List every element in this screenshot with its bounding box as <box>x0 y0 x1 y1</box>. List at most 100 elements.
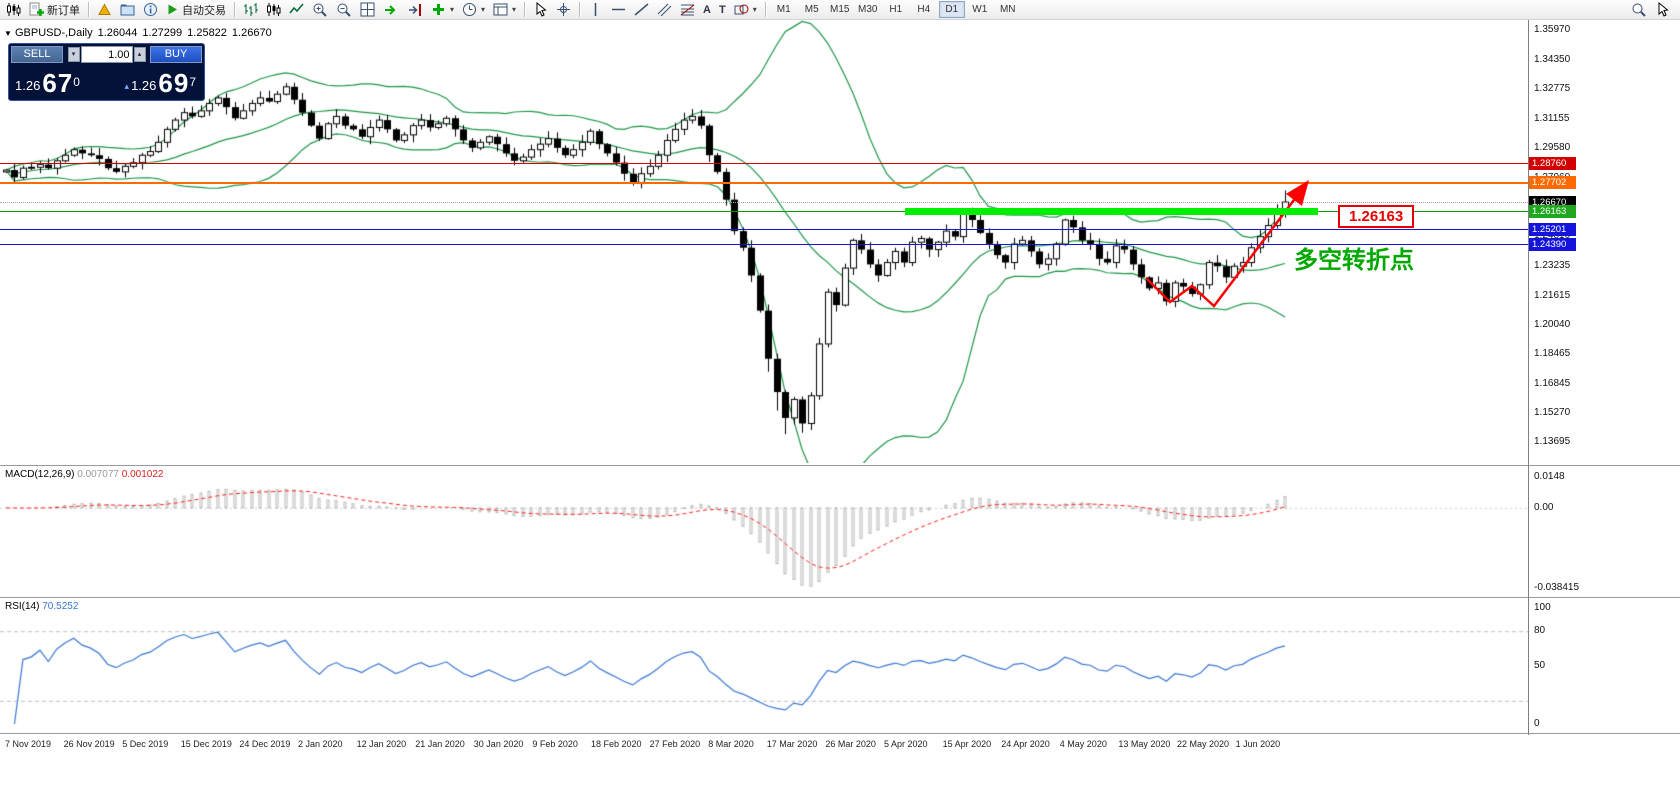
buy-button[interactable]: BUY <box>150 46 202 63</box>
date-axis-label: 8 Mar 2020 <box>708 739 754 749</box>
price-axis-label: 1.16845 <box>1534 377 1571 389</box>
price-level-line[interactable] <box>0 162 1528 164</box>
lot-size-input[interactable] <box>80 46 133 63</box>
tile-windows-icon[interactable] <box>356 1 379 19</box>
date-axis-label: 22 May 2020 <box>1177 739 1230 749</box>
shapes-button[interactable]: ▾ <box>730 1 761 19</box>
date-axis-label: 26 Mar 2020 <box>825 739 876 749</box>
timeframe-button-h4[interactable]: H4 <box>911 1 937 18</box>
auto-scroll-icon[interactable] <box>379 1 403 19</box>
date-axis-label: 24 Dec 2019 <box>239 739 291 749</box>
new-order-button[interactable]: 新订单 <box>25 1 84 19</box>
timeframe-button-m5[interactable]: M5 <box>799 1 825 18</box>
cursor-icon[interactable] <box>529 1 552 19</box>
equidistant-channel-icon[interactable] <box>653 1 676 19</box>
indicators-button[interactable]: ▾ <box>427 1 458 19</box>
timeframe-button-d1[interactable]: D1 <box>938 1 965 18</box>
turning-point-annotation[interactable]: 多空转折点 <box>1294 248 1414 274</box>
price-level-line[interactable] <box>0 202 1528 204</box>
timeframe-button-m30[interactable]: M30 <box>855 1 881 18</box>
support-band[interactable] <box>905 207 1318 215</box>
toolbar-separator <box>764 2 766 17</box>
macd-axis-label: -0.038415 <box>1534 582 1580 593</box>
panel-separator[interactable] <box>0 597 1680 598</box>
expert-advisors-icon[interactable] <box>93 1 116 19</box>
price-level-line[interactable] <box>0 243 1528 245</box>
price-axis-label: 1.24810 <box>1534 230 1571 242</box>
templates-button[interactable]: ▾ <box>489 1 520 19</box>
timeframe-button-h1[interactable]: H1 <box>883 1 909 18</box>
autotrading-button[interactable]: 自动交易 <box>162 1 230 19</box>
macd-chart-canvas[interactable] <box>0 468 1528 595</box>
price-axis-label: 1.29580 <box>1534 142 1571 154</box>
price-tag[interactable]: 1.27702 <box>1529 176 1576 190</box>
bar-chart-icon[interactable] <box>239 1 262 19</box>
vertical-line-icon[interactable] <box>584 1 607 19</box>
dropdown-caret-icon: ▾ <box>481 5 486 14</box>
horizontal-line-icon[interactable] <box>607 1 630 19</box>
date-axis-label: 21 Jan 2020 <box>415 739 465 749</box>
sell-button[interactable]: SELL <box>11 46 63 63</box>
price-tag[interactable]: 1.25201 <box>1529 222 1576 236</box>
macd-axis-label: 0.00 <box>1534 501 1554 513</box>
rsi-chart-canvas[interactable] <box>0 600 1528 731</box>
price-axis-label: 1.34350 <box>1534 53 1571 65</box>
zoom-out-icon[interactable] <box>332 1 356 19</box>
panel-separator[interactable] <box>0 733 1680 734</box>
date-axis-label: 27 Feb 2020 <box>649 739 701 749</box>
panel-separator[interactable] <box>0 465 1680 466</box>
profiles-icon[interactable] <box>116 1 139 19</box>
lot-control: ▾ ▴ <box>65 46 148 63</box>
chart-window-icon[interactable] <box>2 1 25 19</box>
lot-decrease-button[interactable]: ▾ <box>67 47 80 62</box>
sell-price-pips: 67 <box>42 68 74 98</box>
trendline-icon[interactable] <box>630 1 653 19</box>
price-axis-label: 1.20040 <box>1534 318 1571 330</box>
chart-shift-icon[interactable] <box>403 1 427 19</box>
price-level-line[interactable] <box>0 210 1528 212</box>
one-click-toggle[interactable]: ▼ <box>4 29 12 38</box>
symbol-info: GBPUSD-,Daily 1.26044 1.27299 1.25822 1.2667… <box>15 27 277 39</box>
price-tag[interactable]: 1.24390 <box>1529 237 1576 251</box>
lot-increase-button[interactable]: ▴ <box>133 47 146 62</box>
buy-price-big: 1.26 <box>131 78 157 93</box>
candlestick-chart-icon[interactable] <box>262 1 285 19</box>
price-level-line[interactable] <box>0 228 1528 230</box>
dropdown-caret-icon: ▾ <box>450 5 455 14</box>
date-axis-label: 1 Jun 2020 <box>1235 739 1281 749</box>
crosshair-icon[interactable] <box>552 1 575 19</box>
timeframe-button-m1[interactable]: M1 <box>771 1 797 18</box>
open-value: 1.26044 <box>97 27 138 39</box>
date-axis-label: 18 Feb 2020 <box>591 739 642 749</box>
pointer-icon[interactable] <box>1651 1 1674 19</box>
timeframe-button-mn[interactable]: MN <box>995 1 1021 18</box>
search-icon[interactable] <box>1627 1 1651 19</box>
timeframe-button-m15[interactable]: M15 <box>827 1 853 18</box>
text-label-icon[interactable]: T <box>715 1 730 19</box>
timeframe-button-w1[interactable]: W1 <box>967 1 993 18</box>
dropdown-caret-icon: ▾ <box>752 5 757 14</box>
rsi-axis-label: 80 <box>1534 625 1546 637</box>
price-level-line[interactable] <box>0 181 1528 184</box>
price-axis-label: 1.32775 <box>1534 83 1571 95</box>
price-axis-label: 1.13695 <box>1534 436 1571 448</box>
date-axis-label: 5 Dec 2019 <box>122 739 169 749</box>
fibonacci-icon[interactable] <box>676 1 699 19</box>
date-axis-label: 12 Jan 2020 <box>356 739 407 749</box>
zoom-in-icon[interactable] <box>308 1 332 19</box>
price-level-label[interactable]: 1.26163 <box>1338 205 1415 228</box>
price-tag[interactable]: 1.28760 <box>1529 156 1576 170</box>
date-axis-label: 9 Feb 2020 <box>532 739 578 749</box>
low-value: 1.25822 <box>187 27 227 39</box>
info-icon[interactable] <box>139 1 162 19</box>
sell-price[interactable]: 1.26 67 0 <box>9 64 105 100</box>
periods-button[interactable]: ▾ <box>458 1 489 19</box>
line-chart-icon[interactable] <box>285 1 308 19</box>
rsi-axis-label: 50 <box>1534 660 1546 671</box>
date-axis-label: 15 Apr 2020 <box>942 739 992 749</box>
price-tag[interactable]: 1.26163 <box>1529 204 1576 218</box>
tick-up-icon: ▴ <box>124 81 130 91</box>
text-icon[interactable]: A <box>699 1 715 19</box>
buy-price[interactable]: ▴ 1.26 69 7 <box>105 64 205 100</box>
